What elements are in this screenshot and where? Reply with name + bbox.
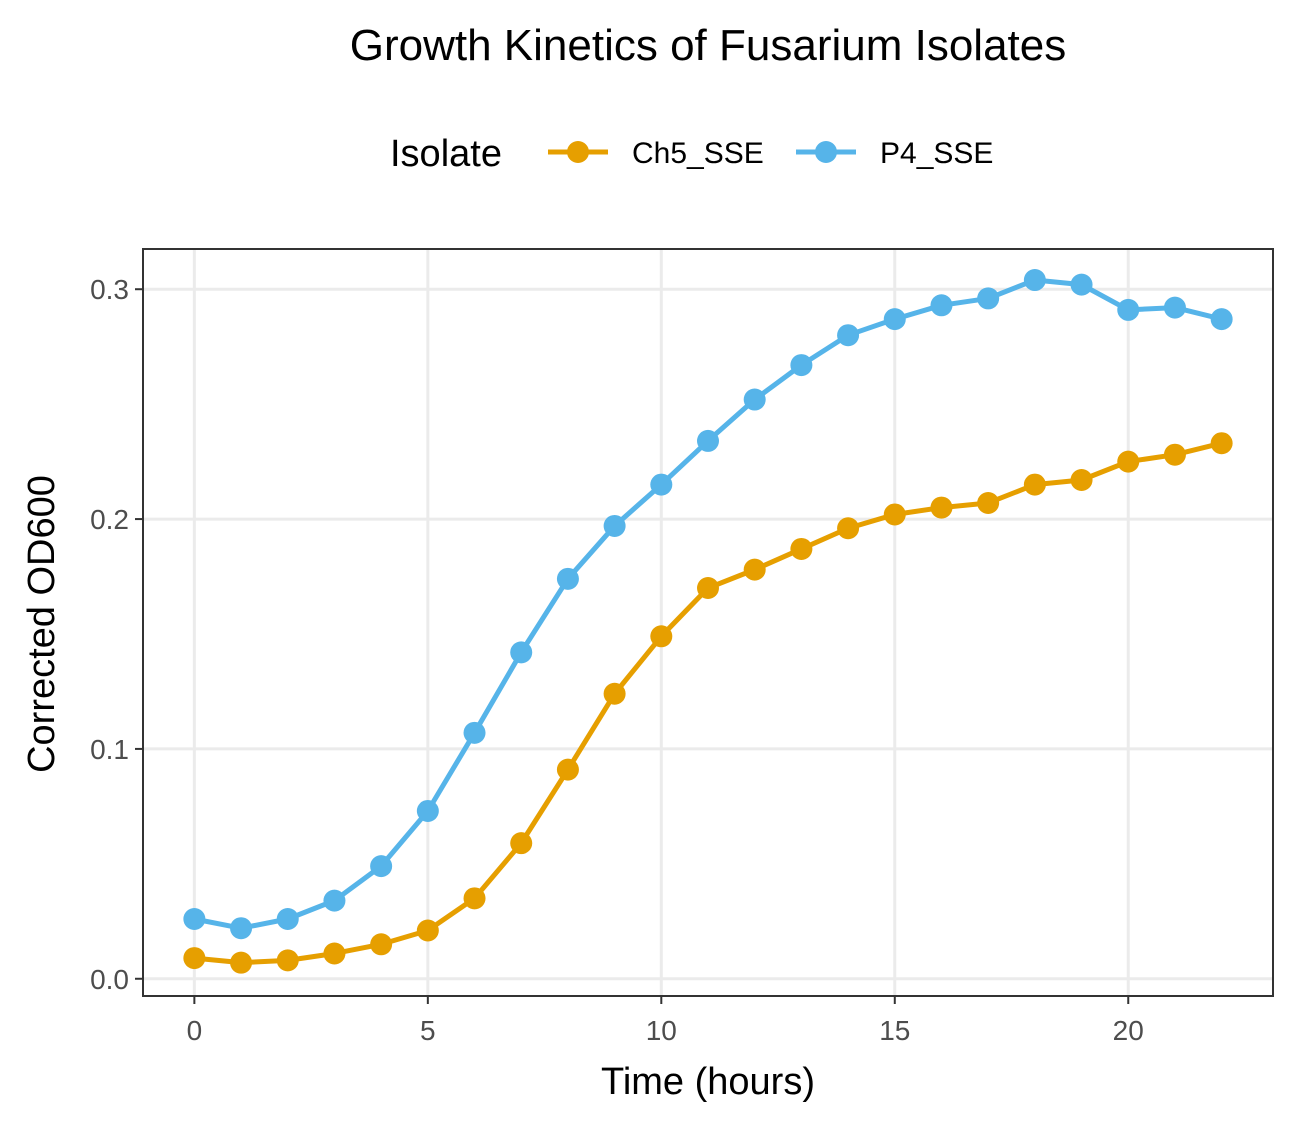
y-tick-label: 0.0 [90, 964, 129, 995]
data-point [183, 908, 206, 931]
data-point [650, 473, 673, 496]
x-axis: 0 5 10 15 20 [187, 996, 1144, 1046]
legend-label: Ch5_SSE [632, 137, 764, 170]
data-point [930, 294, 953, 317]
data-point [697, 577, 719, 600]
data-point [883, 308, 906, 331]
legend-item-Ch5_SSE: Ch5_SSE [548, 137, 764, 170]
data-point [463, 887, 486, 910]
x-axis-title: Time (hours) [601, 1061, 815, 1103]
grid-layer [143, 249, 1273, 996]
x-tick-label: 15 [879, 1015, 910, 1046]
data-point [603, 514, 626, 537]
data-point [883, 503, 906, 526]
y-axis: 0.0 0.1 0.2 0.3 [90, 274, 143, 995]
data-point [1070, 468, 1093, 491]
data-point [743, 388, 766, 411]
data-point [556, 567, 579, 590]
data-point [1163, 443, 1186, 466]
data-point [1023, 473, 1046, 496]
y-axis-title: Corrected OD600 [21, 475, 63, 773]
data-point [1117, 298, 1140, 321]
data-point [1070, 273, 1093, 296]
data-point [697, 429, 719, 452]
data-point [1117, 450, 1140, 473]
data-point [510, 832, 533, 855]
legend-key-point [815, 141, 837, 163]
data-point [323, 942, 346, 965]
data-point [416, 799, 439, 822]
series-layer [183, 269, 1233, 974]
data-point [370, 855, 393, 878]
plot-panel [142, 248, 1274, 997]
series-P4_SSE [183, 269, 1233, 940]
legend-item-P4_SSE: P4_SSE [796, 137, 993, 170]
data-point [510, 641, 533, 664]
data-point [416, 919, 439, 942]
data-point [183, 947, 206, 970]
data-point [650, 625, 673, 648]
data-point [837, 324, 860, 347]
data-point [743, 558, 766, 581]
legend-items: Ch5_SSE P4_SSE [548, 137, 993, 170]
data-point [603, 682, 626, 705]
x-tick-label: 0 [187, 1015, 203, 1046]
data-point [977, 287, 1000, 310]
legend: Isolate Ch5_SSE P4_SSE [390, 133, 993, 175]
series-line [191, 277, 1225, 931]
panel-border [142, 248, 1274, 997]
data-point [370, 933, 393, 956]
data-point [1023, 269, 1046, 292]
data-point [1210, 308, 1233, 331]
x-tick-label: 10 [646, 1015, 677, 1046]
data-point [790, 537, 813, 560]
data-point [556, 758, 579, 781]
data-point [790, 354, 813, 377]
data-point [930, 496, 953, 519]
data-point [463, 721, 486, 744]
data-point [977, 491, 1000, 514]
data-point [323, 889, 346, 912]
series-Ch5_SSE [183, 432, 1233, 974]
data-point [1163, 296, 1186, 319]
data-point [276, 949, 299, 972]
series-line [191, 440, 1225, 966]
legend-label: P4_SSE [880, 137, 993, 170]
data-point [230, 917, 253, 940]
data-point [230, 951, 253, 974]
chart-title: Growth Kinetics of Fusarium Isolates [350, 21, 1066, 70]
y-tick-label: 0.2 [90, 504, 129, 535]
legend-title: Isolate [390, 133, 502, 175]
y-tick-label: 0.1 [90, 734, 129, 765]
x-tick-label: 20 [1113, 1015, 1144, 1046]
data-point [276, 908, 299, 931]
data-point [1210, 432, 1233, 455]
y-tick-label: 0.3 [90, 274, 129, 305]
x-tick-label: 5 [420, 1015, 436, 1046]
data-point [837, 517, 860, 540]
legend-key-point [567, 141, 589, 163]
